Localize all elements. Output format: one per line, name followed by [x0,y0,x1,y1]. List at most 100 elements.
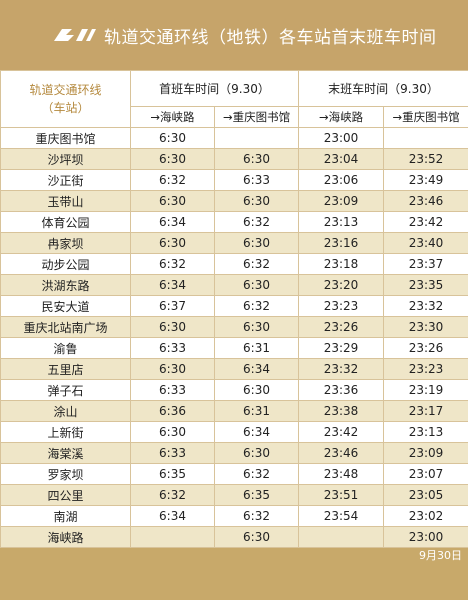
station-cell: 渝鲁 [0,337,131,359]
table-row: 四公里 6:32 6:35 23:51 23:05 [0,484,468,506]
footer-date: 9月30日 [0,548,468,564]
first-dir1-cell: 6:33 [130,442,215,464]
last-dir2-cell: 23:46 [383,190,468,212]
last-dir2-cell: 23:07 [383,463,468,485]
last-dir2-cell: 23:02 [383,505,468,527]
table-row: 玉带山 6:30 6:30 23:09 23:46 [0,190,468,212]
first-dir2-cell: 6:34 [213,358,300,380]
table-row: 沙坪坝 6:30 6:30 23:04 23:52 [0,148,468,170]
first-dir1-cell: 6:35 [130,463,215,485]
first-dir1-cell: 6:30 [130,316,215,338]
first-dir1-cell: 6:32 [130,484,215,506]
table-row: 民安大道 6:37 6:32 23:23 23:32 [0,295,468,317]
first-dir2-cell: 6:35 [213,484,300,506]
first-dir1-cell: 6:30 [130,421,215,443]
station-cell: 弹子石 [0,379,131,401]
last-dir1-header: →海峡路 [298,106,385,128]
cqrt-logo-icon [54,29,96,41]
first-dir1-cell: 6:34 [130,211,215,233]
station-cell: 五里店 [0,358,131,380]
last-dir1-cell: 23:32 [298,358,385,380]
first-dir2-cell: 6:33 [213,169,300,191]
last-dir2-cell: 23:17 [383,400,468,422]
last-dir2-cell: 23:23 [383,358,468,380]
last-dir2-cell [383,127,468,149]
first-dir1-cell: 6:32 [130,253,215,275]
first-dir1-cell: 6:36 [130,400,215,422]
table-row: 动步公园 6:32 6:32 23:18 23:37 [0,253,468,275]
station-cell: 涂山 [0,400,131,422]
last-dir2-header: →重庆图书馆 [383,106,468,128]
first-dir1-cell [130,526,215,548]
station-cell: 重庆图书馆 [0,127,131,149]
last-dir2-cell: 23:35 [383,274,468,296]
first-dir1-cell: 6:33 [130,379,215,401]
table-row: 南湖 6:34 6:32 23:54 23:02 [0,505,468,527]
last-dir2-cell: 23:49 [383,169,468,191]
first-dir2-cell: 6:30 [213,148,300,170]
first-dir1-cell: 6:37 [130,295,215,317]
line-name-header: 轨道交通环线 （车站） [0,70,131,128]
table-row: 体育公园 6:34 6:32 23:13 23:42 [0,211,468,233]
last-dir2-cell: 23:40 [383,232,468,254]
table-row: 冉家坝 6:30 6:30 23:16 23:40 [0,232,468,254]
last-dir2-cell: 23:42 [383,211,468,233]
station-cell: 动步公园 [0,253,131,275]
last-dir2-cell: 23:05 [383,484,468,506]
last-dir1-cell: 23:20 [298,274,385,296]
first-dir2-cell: 6:31 [213,337,300,359]
station-cell: 罗家坝 [0,463,131,485]
table-row: 罗家坝 6:35 6:32 23:48 23:07 [0,463,468,485]
first-dir1-header: →海峡路 [130,106,215,128]
first-dir1-cell: 6:30 [130,232,215,254]
table-row: 海棠溪 6:33 6:30 23:46 23:09 [0,442,468,464]
last-dir2-cell: 23:19 [383,379,468,401]
table-row: 洪湖东路 6:34 6:30 23:20 23:35 [0,274,468,296]
last-dir1-cell: 23:04 [298,148,385,170]
line-sub: （车站） [41,101,90,115]
first-dir1-cell: 6:30 [130,148,215,170]
first-dir2-cell: 6:30 [213,316,300,338]
station-cell: 沙正街 [0,169,131,191]
station-cell: 四公里 [0,484,131,506]
table-row: 沙正街 6:32 6:33 23:06 23:49 [0,169,468,191]
last-dir2-cell: 23:00 [383,526,468,548]
first-dir2-cell: 6:32 [213,253,300,275]
first-dir2-cell: 6:32 [213,295,300,317]
first-dir2-cell: 6:30 [213,274,300,296]
first-dir1-cell: 6:33 [130,337,215,359]
first-dir1-cell: 6:34 [130,505,215,527]
timetable: 轨道交通环线 （车站） 首班车时间（9.30） 末班车时间（9.30） →海峡路… [0,70,468,548]
station-cell: 重庆北站南广场 [0,316,131,338]
station-cell: 冉家坝 [0,232,131,254]
first-dir2-cell: 6:34 [213,421,300,443]
first-dir2-cell: 6:32 [213,463,300,485]
last-dir1-cell: 23:36 [298,379,385,401]
last-train-header: 末班车时间（9.30） [298,70,468,107]
page-title: 轨道交通环线（地铁）各车站首末班车时间 [104,27,437,48]
first-dir2-cell: 6:30 [213,379,300,401]
first-dir2-cell: 6:30 [213,232,300,254]
station-cell: 民安大道 [0,295,131,317]
first-dir2-cell: 6:30 [213,190,300,212]
last-dir2-cell: 23:52 [383,148,468,170]
last-dir1-cell: 23:38 [298,400,385,422]
last-dir2-cell: 23:13 [383,421,468,443]
last-dir1-cell: 23:54 [298,505,385,527]
first-dir1-cell: 6:32 [130,169,215,191]
last-dir2-cell: 23:32 [383,295,468,317]
last-dir1-cell: 23:42 [298,421,385,443]
station-cell: 海棠溪 [0,442,131,464]
last-dir2-cell: 23:26 [383,337,468,359]
first-dir2-cell: 6:32 [213,505,300,527]
last-dir1-cell: 23:29 [298,337,385,359]
line-name: 轨道交通环线 [29,83,102,97]
station-cell: 沙坪坝 [0,148,131,170]
last-dir1-cell: 23:46 [298,442,385,464]
last-dir1-cell [298,526,385,548]
last-dir1-cell: 23:26 [298,316,385,338]
first-dir2-cell [213,127,300,149]
station-cell: 海峡路 [0,526,131,548]
last-dir1-cell: 23:06 [298,169,385,191]
station-cell: 上新街 [0,421,131,443]
